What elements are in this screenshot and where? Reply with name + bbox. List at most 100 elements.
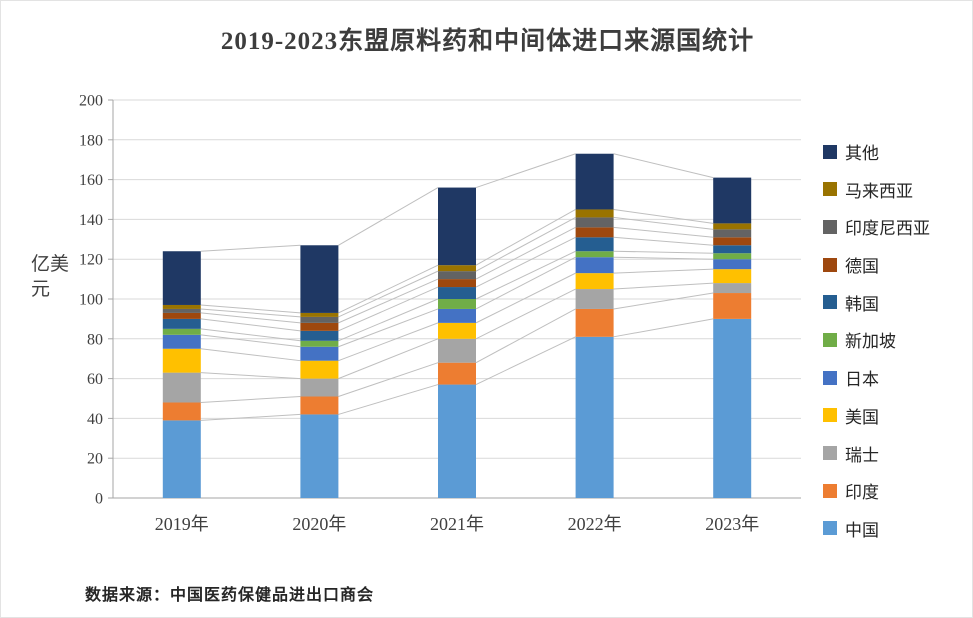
bar-segment: [438, 271, 476, 280]
bar-segment: [713, 237, 752, 246]
series-connector-line: [613, 250, 714, 254]
bar-segment: [713, 269, 752, 284]
series-connector-line: [475, 256, 576, 310]
bar-segment: [575, 153, 614, 210]
bar-segment: [713, 229, 752, 238]
series-connector-line: [338, 338, 439, 380]
series-connector-line: [200, 348, 301, 362]
y-tick-label: 0: [95, 491, 103, 508]
series-connector-line: [613, 226, 714, 238]
series-connector-line: [338, 308, 439, 348]
chart-title: 2019-2023东盟原料药和中间体进口来源国统计: [220, 28, 755, 55]
bar-segment: [438, 299, 476, 309]
bar-segment: [162, 420, 201, 498]
series-connector-line: [200, 318, 301, 332]
legend-label: 韩国: [845, 294, 879, 314]
plot-area: 0 20 40 60 80 100 120 140 160 180 200 2019年 2020年 202…: [79, 93, 801, 534]
series-connector-line: [338, 384, 439, 415]
bar-segment: [438, 338, 476, 363]
series-connector-line: [475, 226, 576, 280]
series-connector-line: [613, 318, 714, 338]
series-connector-line: [200, 312, 301, 324]
y-tick-label: 160: [79, 172, 103, 189]
bar-segment: [438, 362, 476, 385]
series-connector-line: [613, 153, 714, 179]
legend-label: 美国: [845, 407, 879, 427]
legend-swatch-icon: [823, 257, 837, 272]
y-axis-title: 亿美元: [31, 254, 70, 300]
legend-item: 新加坡: [823, 327, 972, 352]
legend-swatch-icon: [823, 295, 837, 310]
series-connector-line: [475, 288, 576, 340]
bar-segment: [438, 308, 476, 323]
bar-segment: [162, 318, 201, 329]
series-connector-line: [613, 256, 714, 260]
legend-label: 中国: [845, 520, 879, 540]
bar-segment: [713, 259, 752, 270]
bar-segment: [438, 187, 476, 266]
bar-segment: [713, 293, 752, 319]
bar-segment: [575, 237, 614, 252]
series-connector-line: [338, 264, 439, 314]
series-connector-line: [338, 286, 439, 332]
series-connector-line: [475, 272, 576, 324]
y-tick-label: 60: [87, 371, 103, 388]
bar-segment: [713, 245, 752, 254]
bar-segment: [438, 265, 476, 272]
x-category-label: 2019年: [155, 514, 209, 534]
series-connector-line: [613, 208, 714, 224]
series-connector-line: [613, 236, 714, 246]
bar-segment: [162, 334, 201, 349]
series-connector-line: [338, 322, 439, 362]
series-connector-line: [200, 328, 301, 342]
series-connector-line: [338, 298, 439, 342]
series-connector-line: [613, 282, 714, 290]
bar-segment: [575, 336, 614, 498]
legend-item: 美国: [823, 403, 972, 428]
series-connector-line: [200, 372, 301, 380]
x-category-label: 2023年: [705, 514, 759, 534]
legend-swatch-icon: [823, 370, 837, 385]
bar-segment: [162, 348, 201, 373]
bar-segment: [300, 330, 339, 341]
bar-segment: [575, 273, 614, 290]
legend-item: 日本: [823, 365, 972, 390]
x-category-label: 2021年: [430, 514, 484, 534]
legend-item: 韩国: [823, 290, 972, 315]
legend-swatch-icon: [823, 521, 837, 536]
bar-segment: [438, 287, 476, 299]
legend-item: 印度尼西亚: [823, 214, 972, 239]
series-connector-line: [475, 250, 576, 300]
legend-swatch-icon: [823, 408, 837, 423]
series-connector-line: [200, 334, 301, 348]
series-connector-line: [200, 308, 301, 318]
series-connector-line: [338, 362, 439, 397]
series-connector-line: [200, 396, 301, 403]
legend-label: 德国: [845, 257, 879, 277]
y-tick-label: 80: [87, 331, 103, 348]
bar-segment: [575, 289, 614, 309]
y-tick-label: 180: [79, 132, 103, 149]
bar-segment: [300, 245, 339, 313]
bar-segment: [713, 283, 752, 294]
series-connector-line: [200, 304, 301, 314]
series-connector-line: [338, 187, 439, 246]
legend-swatch-icon: [823, 332, 837, 347]
bar-segment: [162, 372, 201, 403]
series-connector-line: [475, 308, 576, 364]
bar-segment: [438, 279, 476, 288]
bar-segment: [713, 253, 752, 260]
series-connector-line: [200, 244, 301, 252]
series-connector-line: [475, 153, 576, 189]
y-tick-label: 40: [87, 411, 103, 428]
legend-label: 瑞士: [845, 445, 879, 465]
bar-segment: [300, 316, 339, 323]
x-category-label: 2020年: [292, 514, 346, 534]
bar-segment: [162, 312, 201, 319]
bar-segment: [300, 312, 339, 317]
bar-segment: [575, 257, 614, 274]
legend-swatch-icon: [823, 219, 837, 234]
bar-segment: [438, 384, 476, 498]
legend-item: 中国: [823, 516, 972, 541]
